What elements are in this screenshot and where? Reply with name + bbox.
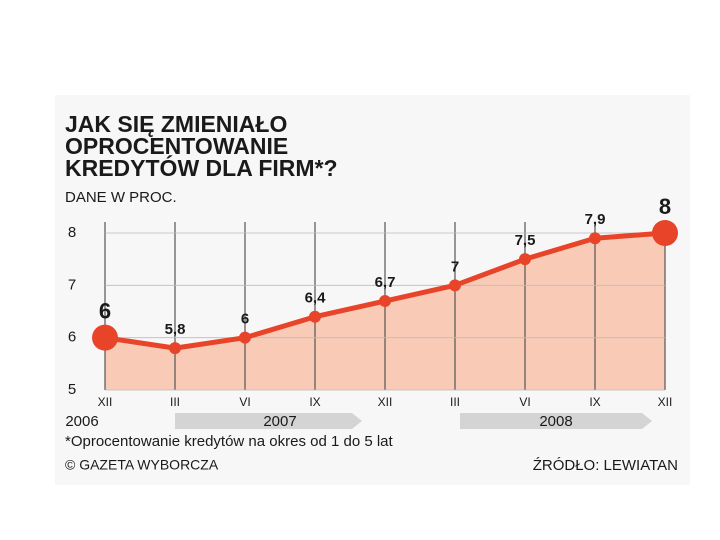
point — [169, 342, 181, 355]
point — [519, 253, 531, 266]
source: ŹRÓDŁO: LEWIATAN — [533, 457, 678, 474]
point — [309, 310, 321, 323]
x-tick-label: III — [170, 395, 180, 409]
chart-title: OPROCENTOWANIE — [65, 133, 288, 159]
value-label: 7,9 — [585, 211, 606, 228]
y-tick-label: 6 — [68, 329, 76, 346]
x-tick-label: VI — [239, 395, 250, 409]
point — [239, 331, 251, 344]
value-label: 6 — [241, 311, 249, 328]
year-label: 2006 — [65, 413, 98, 430]
chart-title: JAK SIĘ ZMIENIAŁO — [65, 111, 287, 137]
value-label: 6,4 — [305, 290, 327, 307]
credit: © GAZETA WYBORCZA — [65, 457, 219, 473]
point — [652, 220, 678, 246]
x-tick-label: XII — [658, 395, 673, 409]
value-label: 6,7 — [375, 274, 396, 291]
year-band — [460, 413, 652, 429]
point — [589, 232, 601, 245]
value-label: 6 — [99, 298, 111, 323]
year-label: 2008 — [539, 413, 572, 430]
y-tick-label: 5 — [68, 381, 76, 398]
value-label: 8 — [659, 194, 671, 219]
x-tick-label: IX — [309, 395, 320, 409]
x-tick-label: VI — [519, 395, 530, 409]
year-label: 2007 — [263, 413, 296, 430]
x-tick-label: XII — [98, 395, 113, 409]
y-tick-label: 7 — [68, 276, 76, 293]
year-band — [175, 413, 362, 429]
x-tick-label: IX — [589, 395, 600, 409]
value-label: 7 — [451, 258, 459, 275]
point — [379, 295, 391, 308]
chart-title: KREDYTÓW DLA FIRM*? — [65, 154, 338, 181]
value-label: 5,8 — [165, 321, 186, 338]
value-label: 7,5 — [515, 232, 536, 249]
point — [92, 324, 118, 351]
point — [449, 279, 461, 292]
x-tick-label: XII — [378, 395, 393, 409]
footnote: *Oprocentowanie kredytów na okres od 1 d… — [65, 433, 394, 450]
x-tick-label: III — [450, 395, 460, 409]
chart-subtitle: DANE W PROC. — [65, 189, 177, 206]
y-tick-label: 8 — [68, 224, 76, 241]
